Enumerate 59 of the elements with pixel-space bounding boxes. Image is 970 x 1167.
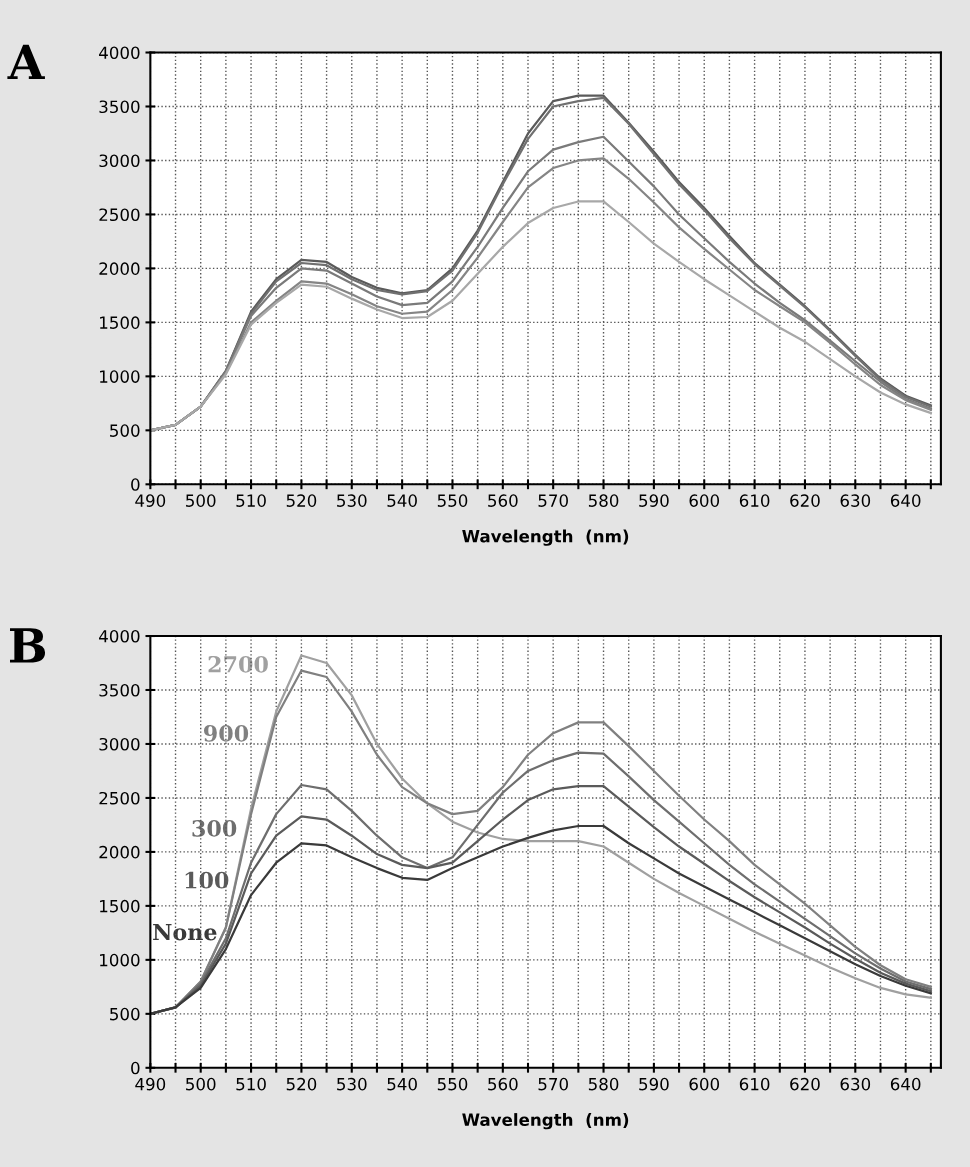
x-tick-label: 630 (840, 1077, 871, 1091)
y-tick-label: 500 (110, 424, 140, 437)
x-tick-label: 590 (639, 494, 669, 507)
y-tick-label: 4000 (99, 629, 140, 643)
x-tick-label: 640 (890, 1077, 921, 1091)
series-label: 900 (203, 724, 249, 742)
y-tick-label: 3500 (99, 100, 140, 114)
x-tick-label: 570 (538, 1077, 568, 1091)
y-tick-label: 1000 (100, 370, 140, 383)
x-tick-label: 510 (236, 494, 266, 507)
x-tick-label: 500 (186, 494, 216, 507)
y-tick-label: 500 (110, 1007, 140, 1021)
series-label: None (153, 923, 217, 941)
x-tick-label: 500 (186, 1077, 216, 1091)
x-tick-label: 510 (236, 1077, 266, 1091)
y-tick-label: 2000 (99, 845, 140, 859)
y-tick-label: 0 (131, 1061, 140, 1075)
x-tick-label: 640 (890, 494, 921, 507)
x-tick-label: 610 (739, 1077, 770, 1091)
x-tick-label: 560 (488, 1077, 518, 1091)
x-tick-label: 540 (387, 494, 417, 507)
y-tick-label: 2500 (99, 208, 140, 222)
series-label: 100 (185, 871, 229, 889)
x-axis-title: Wavelength (nm) (462, 529, 629, 546)
x-axis-title: Wavelength (nm) (462, 1113, 629, 1130)
series-label: 2700 (208, 655, 268, 673)
x-tick-label: 600 (689, 494, 720, 507)
y-tick-label: 2500 (99, 791, 140, 805)
y-tick-label: 1000 (100, 953, 140, 967)
x-tick-label: 530 (337, 494, 367, 507)
y-tick-label: 3000 (99, 154, 140, 168)
y-tick-label: 3000 (99, 737, 140, 751)
x-tick-label: 490 (135, 1077, 166, 1091)
x-tick-label: 560 (488, 494, 518, 507)
x-tick-label: 570 (538, 494, 568, 507)
x-tick-label: 580 (588, 494, 619, 507)
x-tick-label: 540 (387, 1077, 417, 1091)
x-tick-label: 630 (840, 494, 871, 507)
y-tick-label: 2000 (99, 262, 140, 275)
y-tick-label: 3500 (99, 683, 140, 697)
x-tick-label: 600 (689, 1077, 720, 1091)
y-tick-label: 1500 (100, 316, 140, 329)
x-tick-label: 520 (286, 494, 317, 507)
x-tick-label: 490 (135, 494, 166, 507)
x-tick-label: 550 (437, 1077, 468, 1091)
x-tick-label: 550 (437, 494, 468, 507)
x-tick-label: 520 (286, 1077, 317, 1091)
x-tick-label: 590 (639, 1077, 669, 1091)
x-tick-label: 530 (337, 1077, 367, 1091)
y-tick-label: 4000 (99, 46, 140, 60)
x-tick-label: 620 (790, 1077, 820, 1091)
y-tick-label: 0 (131, 478, 140, 491)
y-tick-label: 1500 (100, 899, 140, 913)
x-tick-label: 610 (739, 494, 770, 507)
chart-title: B (9, 628, 46, 663)
series-label: 300 (192, 819, 237, 837)
chart-title: A (7, 44, 45, 80)
x-tick-label: 580 (588, 1077, 619, 1091)
x-tick-label: 620 (790, 494, 820, 507)
